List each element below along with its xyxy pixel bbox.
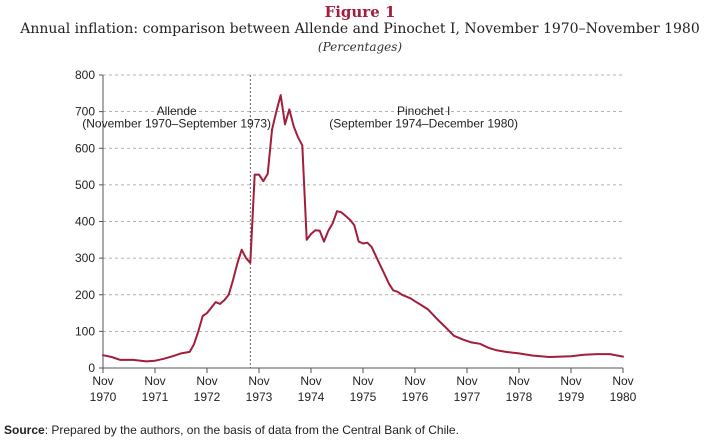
x-tick-label-month: Nov [196,374,217,388]
x-tick-label-month: Nov [248,374,269,388]
pinochet-annotation: (September 1974–December 1980) [329,117,518,131]
allende-annotation: (November 1970–September 1973) [82,117,271,131]
x-tick-label-month: Nov [508,374,529,388]
chart-title: Annual inflation: comparison between All… [20,21,700,37]
allende-annotation: Allende [157,104,197,118]
series-layer [102,94,624,363]
x-tick-label-year: 1976 [402,390,429,404]
x-tick-label-month: Nov [144,374,165,388]
x-tick-label-year: 1974 [298,390,325,404]
y-tick-label: 400 [75,215,95,229]
series-line-inflation [102,94,624,363]
y-tick-label: 800 [75,68,95,82]
x-tick-label-year: 1979 [558,390,585,404]
y-tick-label: 200 [75,288,95,302]
figure-label: Figure 1 [324,3,396,21]
y-tick-label: 700 [75,105,95,119]
x-tick-label-year: 1977 [454,390,481,404]
x-tick-label-year: 1972 [194,390,221,404]
x-tick-label-year: 1970 [90,390,117,404]
source-note: Source: Prepared by the authors, on the … [4,423,459,437]
y-tick-label: 0 [88,361,95,375]
y-tick-label: 300 [75,251,95,265]
x-tick-label-month: Nov [92,374,113,388]
y-tick-label: 500 [75,178,95,192]
y-tick-label: 600 [75,141,95,155]
axes: 0 100 200 300 400 500 600 700 800 Nov 1970 Nov 1971 N… [75,68,637,404]
x-tick-label-month: Nov [352,374,373,388]
x-tick-label-month: Nov [300,374,321,388]
grid-lines [103,74,623,332]
source-label: Source [4,423,45,437]
period-annotations: Allende(November 1970–September 1973) Pin… [82,75,518,368]
chart-subtitle: (Percentages) [317,40,403,54]
x-tick-label-year: 1980 [610,390,637,404]
x-tick-label-month: Nov [456,374,477,388]
x-tick-label-year: 1971 [142,390,169,404]
x-tick-label-month: Nov [560,374,581,388]
x-tick-label-year: 1978 [506,390,533,404]
x-tick-label-year: 1975 [350,390,377,404]
pinochet-annotation: Pinochet I [397,104,450,118]
x-tick-label-month: Nov [404,374,425,388]
y-tick-label: 100 [75,324,95,338]
x-tick-label-month: Nov [612,374,633,388]
source-text: : Prepared by the authors, on the basis … [44,423,459,437]
x-tick-label-year: 1973 [246,390,273,404]
